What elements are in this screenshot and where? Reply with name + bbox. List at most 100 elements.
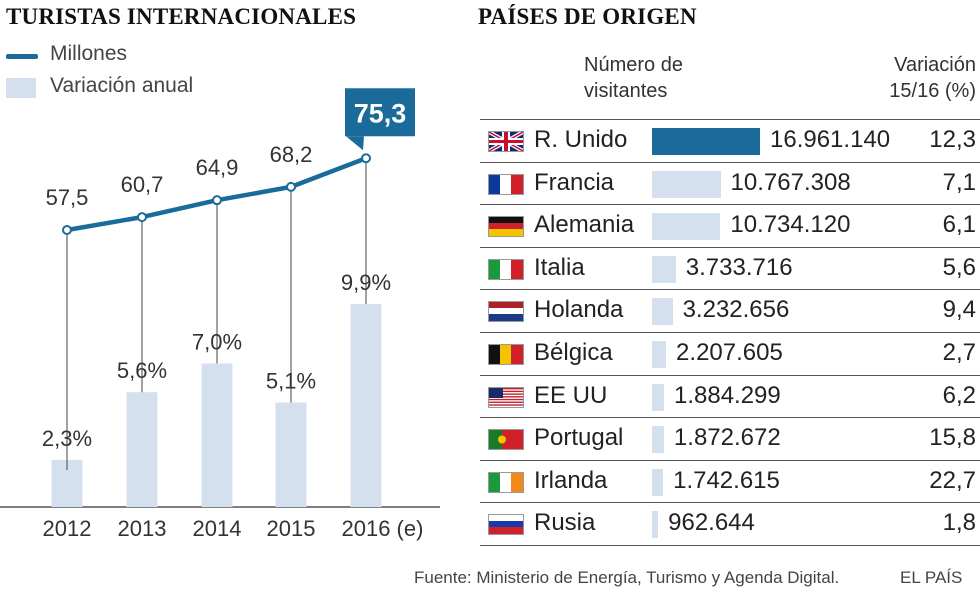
country-name: Alemania bbox=[534, 211, 635, 239]
belgium-flag-icon bbox=[488, 343, 524, 365]
table-row: EE UU 1.884.299 6,2 bbox=[480, 376, 980, 419]
millions-label: 64,9 bbox=[196, 155, 239, 180]
visitors-header-line1: Número de bbox=[584, 54, 683, 76]
visitors-bar bbox=[652, 213, 721, 241]
country-name: Bélgica bbox=[534, 338, 613, 366]
source-note: Fuente: Ministerio de Energía, Turismo y… bbox=[414, 568, 840, 587]
variation-value: 6,2 bbox=[942, 381, 976, 409]
country-name: EE UU bbox=[534, 381, 608, 409]
visitors-bar bbox=[652, 511, 659, 539]
visitors-value: 1.884.299 bbox=[673, 381, 781, 409]
country-name: Italia bbox=[534, 253, 585, 281]
millions-point bbox=[286, 181, 296, 192]
x-tick-suffix: (e) bbox=[397, 516, 424, 541]
visitors-value: 1.872.672 bbox=[673, 424, 781, 452]
visitors-bar bbox=[652, 340, 667, 368]
variation-value: 7,1 bbox=[942, 168, 976, 196]
legend-line-item: Millones bbox=[6, 42, 246, 70]
right-table-title: PAÍSES DE ORIGEN bbox=[478, 4, 697, 29]
country-name: Francia bbox=[534, 168, 615, 196]
netherlands-flag-icon bbox=[488, 301, 524, 323]
visitors-bar bbox=[652, 468, 664, 496]
millions-label: 68,2 bbox=[270, 142, 313, 167]
france-flag-icon bbox=[488, 173, 524, 195]
millions-point bbox=[212, 195, 222, 206]
variation-header-line2: 15/16 (%) bbox=[889, 80, 976, 102]
table-row: Irlanda 1.742.615 22,7 bbox=[480, 461, 980, 504]
table-row: Rusia 962.644 1,8 bbox=[480, 503, 980, 546]
tourists-chart: 57,5 60,7 64,9 68,2 75,3 2,3% 5,6% 7,0% 5,1% 9,9%… bbox=[0, 88, 440, 541]
variation-value: 22,7 bbox=[929, 466, 976, 494]
variation-bar bbox=[275, 402, 307, 507]
legend-bar-swatch bbox=[6, 78, 36, 98]
legend-bar-label: Variación anual bbox=[50, 74, 194, 97]
x-tick-label: 2013 bbox=[118, 516, 167, 541]
ireland-flag-icon bbox=[488, 471, 524, 493]
callout-pointer bbox=[346, 136, 364, 151]
variation-value: 6,1 bbox=[942, 211, 976, 239]
x-tick-label: 2015 bbox=[267, 516, 316, 541]
variation-label: 2,3% bbox=[42, 426, 92, 451]
legend-line-swatch bbox=[6, 54, 38, 59]
variation-label: 9,9% bbox=[341, 270, 391, 295]
legend-bar-item: Variación anual bbox=[6, 74, 246, 102]
left-chart-title: TURISTAS INTERNACIONALES bbox=[6, 4, 357, 29]
visitors-bar bbox=[652, 426, 664, 454]
visitors-value: 10.734.120 bbox=[730, 211, 851, 239]
variation-label: 7,0% bbox=[192, 330, 242, 355]
visitors-value: 16.961.140 bbox=[770, 126, 891, 153]
x-tick-label: 2012 bbox=[43, 516, 92, 541]
x-tick-label: 2014 bbox=[193, 516, 242, 541]
variation-value: 5,6 bbox=[942, 253, 976, 281]
variation-label: 5,6% bbox=[117, 358, 167, 383]
variation-bar bbox=[126, 392, 158, 507]
table-row: Portugal 1.872.672 15,8 bbox=[480, 418, 980, 461]
visitors-value: 2.207.605 bbox=[676, 338, 783, 366]
variation-header-line1: Variación bbox=[894, 54, 976, 76]
visitors-header-line2: visitantes bbox=[584, 80, 668, 102]
callout-box bbox=[345, 88, 415, 137]
uk-flag-icon bbox=[488, 131, 524, 152]
variation-value: 1,8 bbox=[942, 509, 976, 537]
brand-label: EL PAÍS bbox=[900, 568, 963, 587]
visitors-column-header: Número de visitantes bbox=[584, 52, 683, 104]
germany-flag-icon bbox=[488, 216, 524, 238]
country-name: Holanda bbox=[534, 296, 624, 324]
visitors-value: 3.733.716 bbox=[685, 253, 793, 281]
portugal-flag-icon bbox=[488, 429, 524, 451]
millions-highlight-label: 75,3 bbox=[354, 98, 407, 128]
variation-value: 15,8 bbox=[929, 424, 976, 452]
visitors-value: 1.742.615 bbox=[673, 466, 780, 494]
millions-point bbox=[361, 153, 371, 164]
country-name: R. Unido bbox=[534, 126, 628, 153]
visitors-value: 10.767.308 bbox=[730, 168, 851, 196]
table-row: Francia 10.767.308 7,1 bbox=[480, 163, 980, 206]
visitors-value: 3.232.656 bbox=[682, 296, 790, 324]
visitors-bar bbox=[652, 128, 760, 155]
visitors-bar bbox=[652, 170, 721, 198]
visitors-bar bbox=[652, 255, 676, 283]
country-name: Rusia bbox=[534, 509, 596, 537]
variation-bar bbox=[350, 304, 382, 507]
variation-value: 9,4 bbox=[942, 296, 976, 324]
table-row: Alemania 10.734.120 6,1 bbox=[480, 205, 980, 248]
country-name: Portugal bbox=[534, 424, 624, 452]
variation-label: 5,1% bbox=[266, 368, 316, 393]
millions-label: 60,7 bbox=[121, 172, 164, 197]
variation-value: 12,3 bbox=[929, 126, 976, 153]
table-row: Holanda 3.232.656 9,4 bbox=[480, 290, 980, 333]
visitors-value: 962.644 bbox=[668, 509, 755, 537]
visitors-bar bbox=[652, 298, 673, 326]
countries-table: R. Unido 16.961.140 12,3 Francia 10.767.308 7… bbox=[480, 119, 980, 546]
usa-flag-icon bbox=[488, 386, 524, 408]
russia-flag-icon bbox=[488, 514, 524, 536]
table-row: Italia 3.733.716 5,6 bbox=[480, 248, 980, 291]
x-tick-label: 2016 bbox=[342, 516, 391, 541]
country-name: Irlanda bbox=[534, 466, 608, 494]
variation-column-header: Variación 15/16 (%) bbox=[889, 52, 976, 104]
legend-line-label: Millones bbox=[50, 42, 128, 65]
italy-flag-icon bbox=[488, 258, 524, 280]
visitors-bar bbox=[652, 383, 664, 411]
millions-point bbox=[62, 225, 72, 235]
variation-value: 2,7 bbox=[942, 338, 976, 366]
